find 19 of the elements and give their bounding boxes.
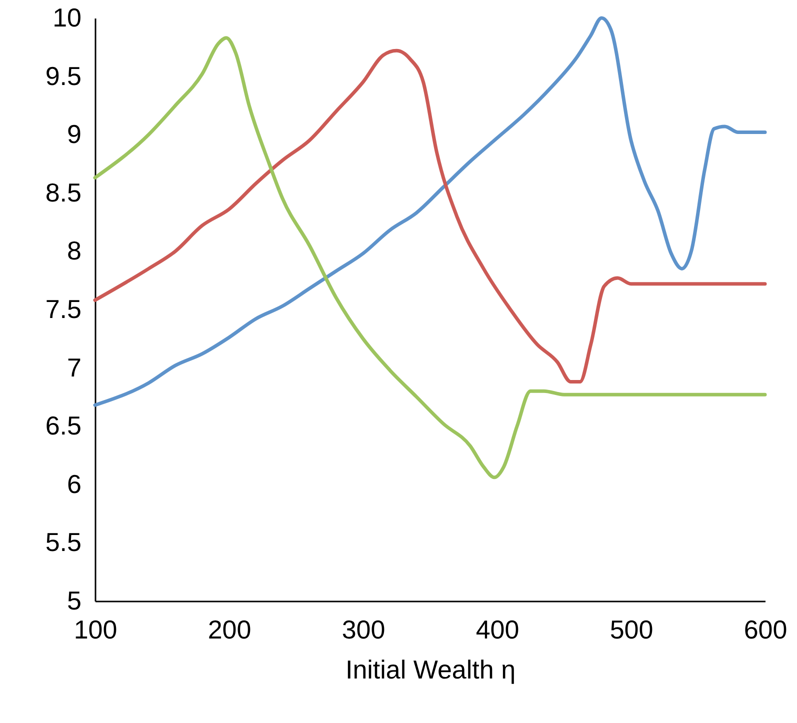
x-tick-label: 500 — [610, 614, 654, 644]
x-tick-label: 300 — [342, 614, 386, 644]
y-tick-label: 8 — [67, 236, 82, 266]
y-tick-label: 7 — [67, 352, 82, 382]
x-tick-label: 600 — [744, 614, 788, 644]
y-tick-label: 6.5 — [45, 410, 82, 441]
y-tick-label: 9 — [67, 119, 82, 150]
y-tick-label: 5 — [67, 586, 82, 616]
y-tick-label: 10 — [52, 2, 82, 32]
x-tick-label: 400 — [476, 614, 520, 644]
line-series — [93, 36, 767, 480]
y-tick-label: 6 — [67, 468, 82, 499]
y-tick-label: 5.5 — [45, 527, 82, 558]
y-tick-label: 8.5 — [45, 177, 82, 208]
x-axis-title: Initial Wealth η — [345, 654, 516, 684]
x-tick-label: 200 — [208, 614, 252, 644]
y-tick-label: 7.5 — [45, 294, 82, 324]
y-tick-label: 9.5 — [45, 60, 82, 91]
x-tick-label: 100 — [74, 614, 118, 644]
